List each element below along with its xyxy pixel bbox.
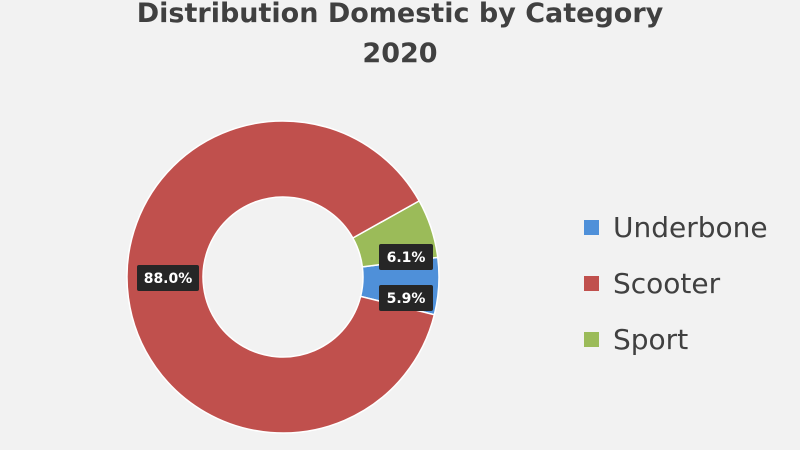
data-label-box xyxy=(379,285,433,311)
legend-label: Sport xyxy=(613,322,689,356)
legend-label: Underbone xyxy=(613,210,768,244)
slice-scooter xyxy=(126,120,436,434)
legend-swatch xyxy=(584,219,599,235)
legend-item-underbone: Underbone xyxy=(584,199,768,255)
chart-subtitle: 2020 xyxy=(362,38,438,69)
data-label-sport: 6.1% xyxy=(379,244,433,270)
data-label-text: 5.9% xyxy=(387,291,426,307)
chart-title: Distribution Domestic by Category xyxy=(136,0,664,29)
legend-swatch xyxy=(584,331,599,347)
legend-label: Scooter xyxy=(613,266,721,300)
data-label-scooter: 88.0% xyxy=(137,265,199,291)
chart-legend: Underbone Scooter Sport xyxy=(584,199,768,367)
donut-data-labels: 5.9% 88.0% 6.1% xyxy=(137,244,433,311)
data-label-box xyxy=(137,265,199,291)
legend-item-scooter: Scooter xyxy=(584,255,768,311)
data-label-underbone: 5.9% xyxy=(379,285,433,311)
chart-title-block: Distribution Domestic by Category 2020 xyxy=(0,0,800,74)
legend-item-sport: Sport xyxy=(584,311,768,367)
data-label-text: 6.1% xyxy=(387,250,426,266)
data-label-box xyxy=(379,244,433,270)
legend-swatch xyxy=(584,275,599,291)
data-label-text: 88.0% xyxy=(144,271,193,287)
